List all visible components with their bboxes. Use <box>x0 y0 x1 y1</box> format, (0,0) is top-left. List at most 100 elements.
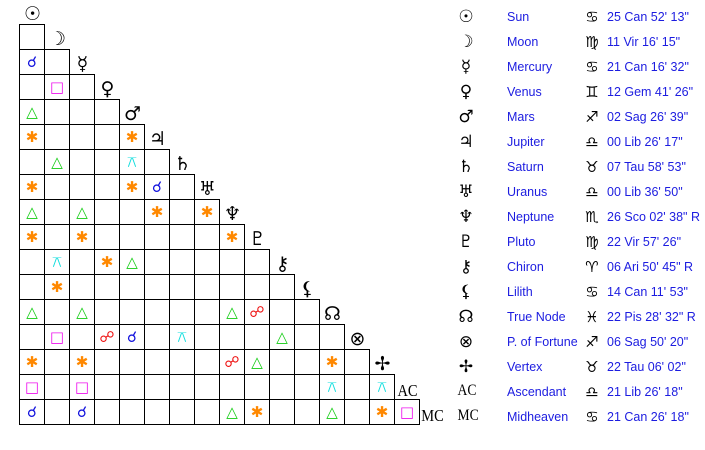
virgo-icon: ♍ <box>585 33 599 51</box>
aspect-cell <box>169 299 195 325</box>
sextile-icon: ✱ <box>25 177 39 196</box>
planet-name: Mars <box>507 110 535 124</box>
aspect-cell: ✱ <box>194 199 220 225</box>
quincunx-icon: ⚻ <box>127 152 137 171</box>
aspect-cell <box>94 399 120 425</box>
aspect-cell <box>344 399 370 425</box>
aspect-cell: ☍ <box>244 299 270 325</box>
aspect-cell <box>294 299 320 325</box>
aspect-cell <box>219 324 245 350</box>
aspect-cell <box>194 374 220 400</box>
aspect-cell <box>44 199 70 225</box>
trine-icon: △ <box>26 302 38 321</box>
quincunx-icon: ⚻ <box>377 377 387 396</box>
aspect-cell <box>144 249 170 275</box>
aspect-cell <box>19 149 45 175</box>
aspect-cell <box>269 299 295 325</box>
aspect-cell <box>119 349 145 375</box>
planet-name: Neptune <box>507 210 555 224</box>
aspect-cell <box>44 399 70 425</box>
aspect-cell <box>244 374 270 400</box>
sextile-icon: ✱ <box>50 277 64 296</box>
cancer-icon: ♋ <box>585 58 599 76</box>
planet-position: 07 Tau 58' 53" <box>607 160 686 174</box>
trine-icon: △ <box>326 402 338 421</box>
conjunction-icon: ☌ <box>76 402 88 421</box>
aspect-cell: △ <box>319 399 345 425</box>
aspect-cell <box>294 324 320 350</box>
trine-icon: △ <box>26 202 38 221</box>
aspect-cell: □ <box>44 74 70 100</box>
aspect-cell: ✱ <box>119 174 145 200</box>
sextile-icon: ✱ <box>125 177 139 196</box>
planet-row-ascendant: AC Ascendant ♎ 21 Lib 26' 18" <box>450 379 705 404</box>
aspect-cell: △ <box>19 99 45 125</box>
conjunction-icon: ☌ <box>151 177 163 196</box>
planet-name: Sun <box>507 10 530 24</box>
true-node-icon: ☊ <box>324 303 341 325</box>
aspect-cell <box>144 299 170 325</box>
aspect-cell <box>194 324 220 350</box>
aspect-cell: △ <box>269 324 295 350</box>
part-of-fortune-icon: ⊗ <box>349 328 366 350</box>
aspect-cell <box>169 274 195 300</box>
aspect-cell: ✱ <box>244 399 270 425</box>
aspect-cell: □ <box>19 374 45 400</box>
cancer-icon: ♋ <box>585 283 599 301</box>
aspect-cell <box>44 174 70 200</box>
planet-name: Chiron <box>507 260 544 274</box>
aspect-cell <box>194 249 220 275</box>
aspect-cell <box>119 374 145 400</box>
mercury-icon: ☿ <box>76 53 89 75</box>
aspect-cell: ✱ <box>144 199 170 225</box>
trine-icon: △ <box>226 402 238 421</box>
mercury-icon: ☿ <box>460 57 472 77</box>
planet-row-p-of-fortune: ⊗ P. of Fortune ♐ 06 Sag 50' 20" <box>450 329 705 354</box>
aspect-cell <box>144 399 170 425</box>
sextile-icon: ✱ <box>25 352 39 371</box>
aspect-cell <box>69 174 95 200</box>
planet-position: 21 Lib 26' 18" <box>607 385 683 399</box>
sextile-icon: ✱ <box>200 202 214 221</box>
planet-row-midheaven: MC Midheaven ♋ 21 Can 26' 18" <box>450 404 705 429</box>
aspect-cell <box>169 399 195 425</box>
planet-position: 06 Ari 50' 45" R <box>607 260 694 274</box>
uranus-icon: ♅ <box>458 182 474 202</box>
planet-row-mars: ♂ Mars ♐ 02 Sag 26' 39" <box>450 104 705 129</box>
aspect-cell <box>194 274 220 300</box>
aspect-cell: ☌ <box>19 399 45 425</box>
aspect-cell: ✱ <box>44 274 70 300</box>
pluto-icon: ♇ <box>458 232 474 252</box>
planet-name: True Node <box>507 310 566 324</box>
square-icon: □ <box>399 402 415 421</box>
aspect-cell <box>144 324 170 350</box>
part-of-fortune-icon: ⊗ <box>458 332 474 352</box>
aspect-cell <box>269 349 295 375</box>
aspect-cell <box>144 149 170 175</box>
planet-row-uranus: ♅ Uranus ♎ 00 Lib 36' 50" <box>450 179 705 204</box>
aspect-cell: ☌ <box>19 49 45 75</box>
aspect-cell <box>94 299 120 325</box>
aspect-cell <box>119 274 145 300</box>
sextile-icon: ✱ <box>25 227 39 246</box>
sextile-icon: ✱ <box>225 227 239 246</box>
aspect-cell <box>69 249 95 275</box>
aspect-cell <box>94 274 120 300</box>
aspect-cell: ⚻ <box>319 374 345 400</box>
ascendant-icon: AC <box>397 381 418 400</box>
aspect-cell: ☌ <box>144 174 170 200</box>
sextile-icon: ✱ <box>250 402 264 421</box>
venus-icon: ♀ <box>459 82 473 102</box>
planet-row-lilith: ⚸ Lilith ♋ 14 Can 11' 53" <box>450 279 705 304</box>
aspect-cell: ☌ <box>119 324 145 350</box>
aspect-cell <box>69 124 95 150</box>
aspect-cell <box>19 74 45 100</box>
aspect-cell <box>69 149 95 175</box>
quincunx-icon: ⚻ <box>177 327 187 346</box>
aspect-cell <box>319 324 345 350</box>
aspect-cell <box>94 374 120 400</box>
saturn-icon: ♄ <box>173 153 192 175</box>
trine-icon: △ <box>126 252 138 271</box>
pisces-icon: ♓ <box>585 308 599 326</box>
aspect-cell <box>169 224 195 250</box>
